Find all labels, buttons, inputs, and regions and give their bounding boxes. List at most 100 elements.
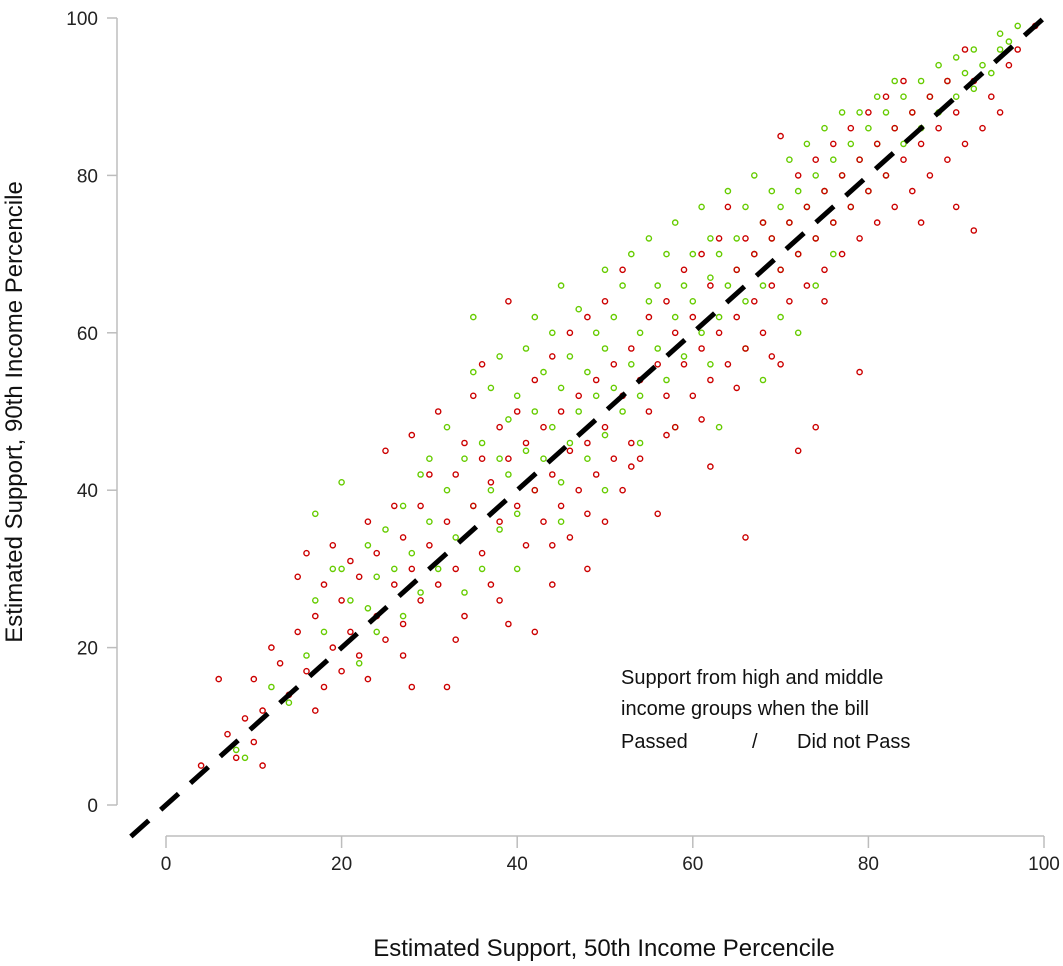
point-passed xyxy=(689,297,697,305)
point-did-not-pass xyxy=(909,187,916,195)
y-tick-label: 60 xyxy=(77,324,98,345)
point-did-not-pass xyxy=(566,534,574,541)
point-passed xyxy=(759,282,767,289)
point-did-not-pass xyxy=(434,408,442,415)
point-did-not-pass xyxy=(970,227,978,234)
point-did-not-pass xyxy=(399,534,407,541)
point-passed xyxy=(742,203,749,211)
point-did-not-pass xyxy=(276,660,284,667)
point-did-not-pass xyxy=(830,140,837,148)
point-passed xyxy=(601,431,609,439)
point-passed xyxy=(794,187,802,195)
point-passed xyxy=(557,478,565,486)
point-passed xyxy=(575,305,583,313)
point-did-not-pass xyxy=(865,187,872,195)
point-passed xyxy=(531,408,539,415)
point-did-not-pass xyxy=(759,329,767,337)
point-did-not-pass xyxy=(584,510,591,518)
point-did-not-pass xyxy=(197,762,205,769)
point-passed xyxy=(601,486,609,494)
point-did-not-pass xyxy=(715,329,723,337)
y-tick-label: 20 xyxy=(77,639,98,660)
point-did-not-pass xyxy=(847,124,855,132)
point-did-not-pass xyxy=(478,549,486,557)
point-passed xyxy=(715,423,723,431)
point-did-not-pass xyxy=(355,573,363,581)
point-passed xyxy=(303,652,310,659)
point-passed xyxy=(671,313,679,321)
point-passed xyxy=(390,565,398,573)
point-did-not-pass xyxy=(549,542,556,549)
point-passed xyxy=(338,565,345,573)
point-passed xyxy=(540,455,547,463)
point-did-not-pass xyxy=(996,109,1004,116)
point-did-not-pass xyxy=(575,486,583,494)
point-passed xyxy=(900,93,907,100)
point-did-not-pass xyxy=(259,707,266,714)
point-passed xyxy=(988,69,995,77)
point-passed xyxy=(803,140,811,148)
point-passed xyxy=(786,156,793,163)
point-did-not-pass xyxy=(698,250,705,258)
point-passed xyxy=(698,329,705,337)
point-did-not-pass xyxy=(549,471,556,478)
point-did-not-pass xyxy=(917,219,925,226)
point-did-not-pass xyxy=(338,667,345,675)
point-passed xyxy=(557,282,565,289)
point-did-not-pass xyxy=(496,518,503,526)
point-passed xyxy=(689,250,697,258)
x-tick-label: 100 xyxy=(1028,854,1060,875)
point-did-not-pass xyxy=(303,549,310,557)
point-passed xyxy=(873,93,881,100)
point-did-not-pass xyxy=(786,219,793,226)
point-passed xyxy=(733,235,741,242)
point-did-not-pass xyxy=(742,235,749,242)
point-did-not-pass xyxy=(856,235,863,242)
point-passed xyxy=(601,266,609,274)
point-passed xyxy=(619,408,626,415)
point-did-not-pass xyxy=(671,423,679,431)
point-did-not-pass xyxy=(680,266,688,274)
point-did-not-pass xyxy=(408,683,416,691)
point-did-not-pass xyxy=(496,423,503,431)
point-did-not-pass xyxy=(513,408,521,415)
point-passed xyxy=(865,124,872,132)
point-did-not-pass xyxy=(768,353,776,360)
point-did-not-pass xyxy=(505,620,512,628)
point-did-not-pass xyxy=(794,172,802,179)
point-did-not-pass xyxy=(636,455,644,463)
point-passed xyxy=(549,423,556,431)
point-passed xyxy=(996,46,1004,53)
point-passed xyxy=(557,518,565,526)
point-passed xyxy=(636,439,644,447)
point-passed xyxy=(645,235,653,242)
point-did-not-pass xyxy=(707,282,714,289)
point-passed xyxy=(566,353,574,360)
point-passed xyxy=(399,502,407,510)
point-did-not-pass xyxy=(452,565,460,573)
point-passed xyxy=(320,628,328,636)
point-passed xyxy=(979,61,986,69)
point-passed xyxy=(610,384,618,392)
x-tick-label: 20 xyxy=(331,854,352,875)
point-did-not-pass xyxy=(891,203,899,211)
point-did-not-pass xyxy=(522,542,530,549)
point-passed xyxy=(680,353,688,360)
point-did-not-pass xyxy=(294,628,302,636)
point-passed xyxy=(496,353,503,360)
point-did-not-pass xyxy=(417,502,424,510)
point-did-not-pass xyxy=(803,282,811,289)
point-did-not-pass xyxy=(926,172,934,179)
point-passed xyxy=(663,250,670,258)
point-did-not-pass xyxy=(900,156,907,163)
point-did-not-pass xyxy=(382,447,389,455)
point-did-not-pass xyxy=(961,140,969,148)
point-did-not-pass xyxy=(557,502,565,510)
point-passed xyxy=(434,565,442,573)
point-passed xyxy=(715,313,723,321)
point-did-not-pass xyxy=(628,439,635,447)
point-passed xyxy=(952,93,960,100)
point-did-not-pass xyxy=(865,109,872,116)
point-did-not-pass xyxy=(469,392,477,400)
